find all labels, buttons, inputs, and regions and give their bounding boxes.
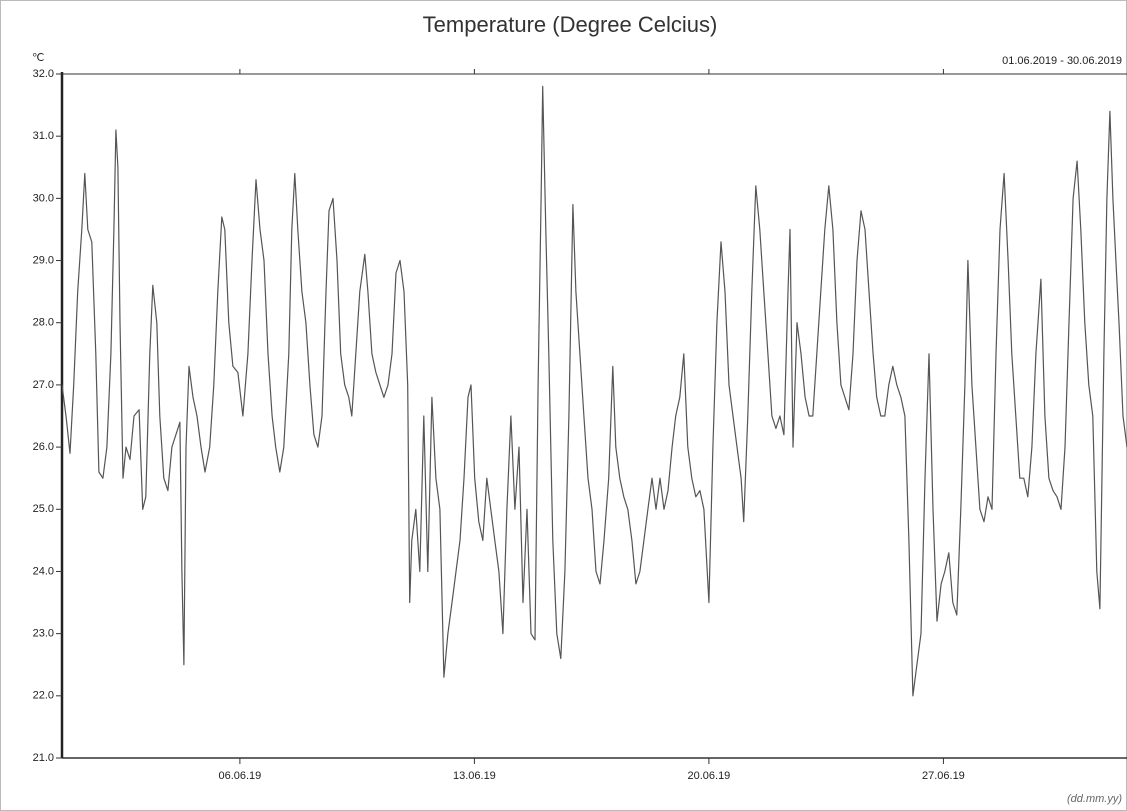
y-tick-label: 24.0 — [33, 565, 54, 577]
date-range: 01.06.2019 - 30.06.2019 — [1002, 55, 1122, 67]
x-tick-label: 13.06.19 — [453, 770, 496, 782]
y-tick-label: 30.0 — [33, 192, 54, 204]
x-tick-label: 06.06.19 — [218, 770, 261, 782]
y-tick-label: 28.0 — [33, 317, 54, 329]
x-format: (dd.mm.yy) — [1067, 793, 1122, 805]
y-tick-label: 22.0 — [33, 690, 54, 702]
y-tick-label: 25.0 — [33, 503, 54, 515]
y-unit: ℃ — [32, 52, 44, 64]
y-tick-label: 32.0 — [33, 68, 54, 80]
y-tick-label: 27.0 — [33, 379, 54, 391]
y-tick-label: 21.0 — [33, 752, 54, 764]
y-tick-label: 26.0 — [33, 441, 54, 453]
x-tick-label: 20.06.19 — [687, 770, 730, 782]
y-tick-label: 29.0 — [33, 254, 54, 266]
y-tick-label: 23.0 — [33, 628, 54, 640]
y-tick-label: 31.0 — [33, 130, 54, 142]
plot-area — [62, 85, 1127, 697]
chart-title: Temperature (Degree Celcius) — [423, 12, 718, 37]
x-tick-label: 27.06.19 — [922, 770, 965, 782]
temperature-line — [62, 85, 1127, 697]
